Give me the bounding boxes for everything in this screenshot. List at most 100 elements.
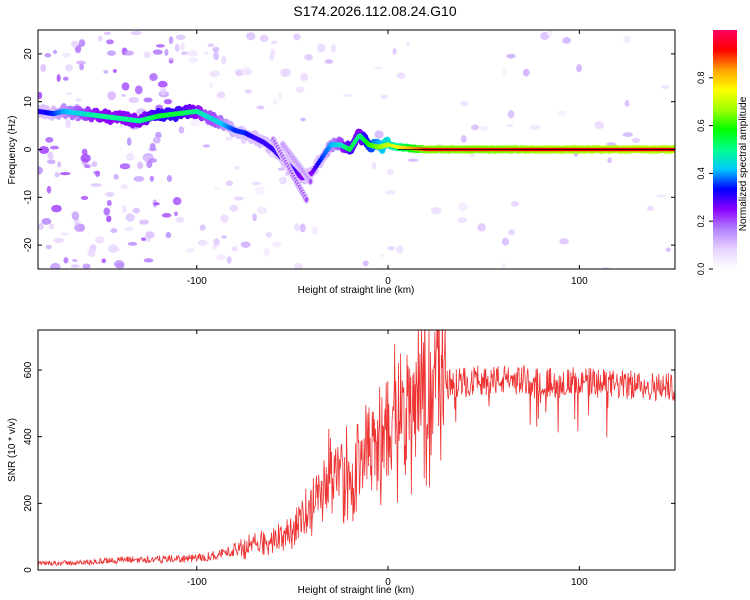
noise-blob [63, 257, 69, 264]
snr-y-axis-label: SNR (10 * v/v) [7, 418, 18, 482]
y-tick-label: -10 [23, 190, 34, 205]
noise-blob [241, 66, 252, 76]
noise-blob [74, 223, 85, 232]
noise-blob [105, 191, 115, 197]
noise-blob [159, 86, 167, 96]
noise-blob [75, 98, 82, 102]
y-tick-label: 0 [23, 146, 34, 152]
heatmap-y-axis-label: Frequency (Hz) [7, 116, 18, 185]
noise-blob [149, 142, 156, 151]
noise-blob [84, 164, 91, 169]
y-tick-label: 600 [23, 361, 34, 378]
noise-blob [300, 72, 309, 82]
noise-blob [180, 51, 188, 56]
noise-blob [141, 237, 146, 241]
noise-blob [138, 219, 150, 225]
noise-blob [45, 244, 52, 250]
noise-blob [106, 215, 112, 223]
noise-blob [38, 91, 43, 100]
noise-blob [272, 98, 278, 106]
noise-blob [233, 196, 244, 201]
noise-blob [311, 226, 319, 235]
noise-blob [115, 262, 125, 269]
noise-blob [506, 124, 514, 128]
noise-blob [216, 91, 226, 99]
noise-blob [660, 85, 670, 89]
noise-blob [168, 36, 174, 45]
noise-blob [107, 91, 117, 101]
noise-blob [98, 35, 103, 42]
noise-blob [294, 223, 300, 232]
noise-blob [385, 190, 396, 195]
noise-blob [38, 166, 43, 175]
noise-blob [143, 258, 154, 263]
x-tick-label: 0 [385, 577, 391, 588]
noise-blob [259, 34, 269, 43]
noise-blob [155, 44, 165, 48]
noise-blob [87, 248, 96, 258]
noise-blob [511, 201, 520, 207]
noise-blob [82, 263, 91, 269]
noise-blob [280, 68, 291, 77]
noise-blob [430, 207, 442, 215]
noise-blob [622, 132, 634, 137]
noise-blob [212, 244, 217, 250]
heatmap-x-axis-label: Height of straight line (km) [298, 285, 415, 296]
noise-blob [120, 183, 129, 190]
noise-blob [78, 39, 86, 47]
heatmap-y-ticks: -20 -10 0 10 20 [23, 48, 675, 252]
noise-blob [40, 64, 47, 72]
noise-blob [392, 47, 397, 55]
noise-blob [119, 163, 131, 170]
noise-blob [188, 57, 199, 63]
noise-blob [125, 152, 135, 162]
colorbar-tick-label: 0.6 [696, 119, 706, 132]
noise-blob [522, 68, 530, 77]
snr-y-ticks: 0 200 400 600 [23, 361, 675, 573]
noise-blob [106, 39, 114, 45]
y-tick-label: 400 [23, 428, 34, 445]
noise-blob [45, 136, 54, 143]
noise-blob [263, 247, 270, 257]
noise-blob [125, 213, 135, 222]
colorbar-bar [713, 30, 737, 269]
noise-blob [293, 33, 301, 41]
figure-title: S174.2026.112.08.24.G10 [293, 3, 456, 19]
noise-blob [46, 185, 52, 194]
noise-blob [602, 266, 610, 269]
noise-blob [174, 43, 180, 53]
noise-blob [256, 206, 265, 215]
noise-blob [387, 246, 396, 251]
noise-blob [460, 135, 467, 143]
noise-blob [90, 183, 102, 187]
noise-blob [225, 180, 234, 187]
snr-background [38, 330, 675, 570]
noise-blob [132, 207, 140, 214]
noise-blob [559, 238, 569, 245]
noise-blob [52, 49, 58, 55]
noise-blob [379, 253, 385, 258]
noise-blob [180, 42, 185, 51]
noise-blob [72, 258, 78, 263]
noise-blob [460, 100, 469, 107]
noise-blob [256, 105, 265, 110]
noise-blob [471, 124, 480, 131]
noise-blob [56, 74, 61, 82]
noise-blob [126, 137, 132, 146]
noise-blob [101, 258, 107, 264]
noise-blob [121, 82, 130, 91]
noise-blob [529, 124, 541, 131]
noise-blob [212, 46, 220, 53]
noise-blob [272, 241, 282, 248]
noise-blob [254, 186, 266, 195]
noise-blob [152, 49, 163, 55]
noise-blob [299, 223, 306, 233]
noise-blob [197, 239, 208, 246]
noise-blob [143, 51, 151, 59]
noise-blob [396, 72, 406, 79]
noise-blob [163, 98, 173, 105]
noise-blob [161, 213, 172, 218]
y-tick-label: 20 [23, 48, 34, 60]
noise-blob [373, 66, 383, 70]
noise-blob [208, 82, 214, 89]
